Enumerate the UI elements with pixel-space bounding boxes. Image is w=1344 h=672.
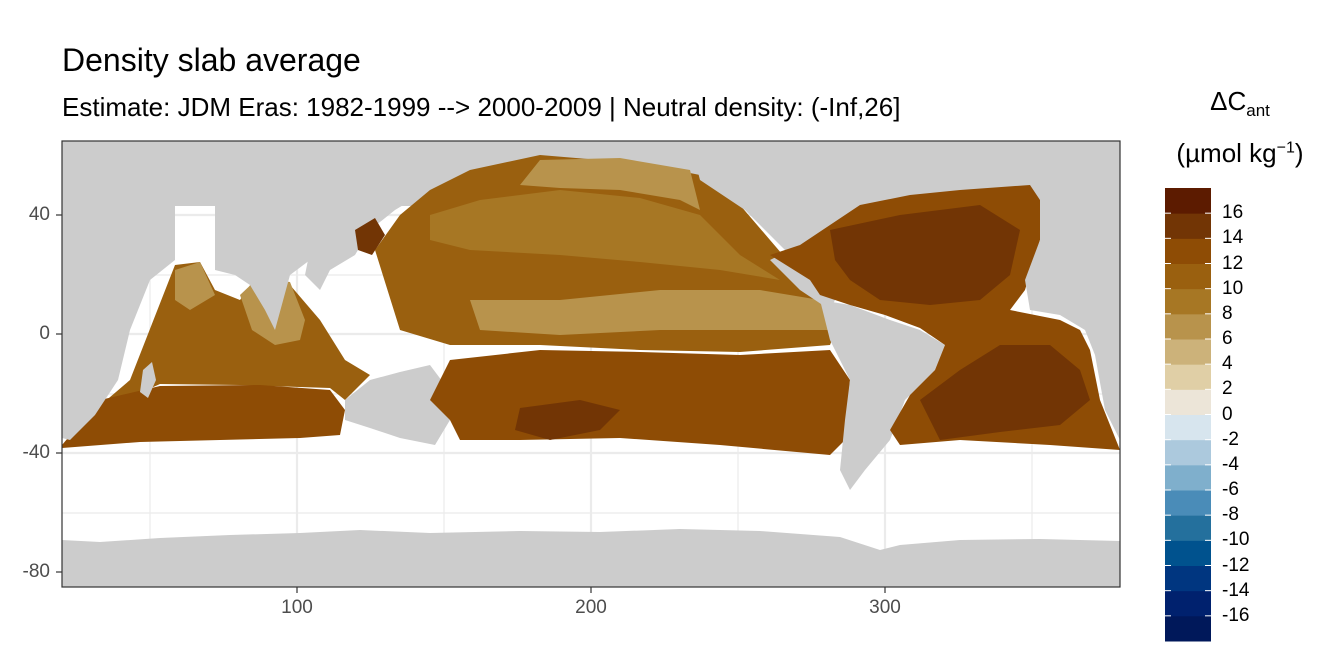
legend-color-bin (1165, 565, 1211, 592)
europe-africa-west (1025, 141, 1120, 440)
atlantic-south-core (920, 345, 1090, 440)
legend-color-bin (1165, 188, 1211, 214)
y-tick-label: -80 (22, 561, 50, 582)
indian-ocean-south (62, 385, 345, 448)
legend-tick-label: 14 (1222, 227, 1244, 249)
legend-color-bin (1165, 439, 1211, 466)
legend-tick-label: -4 (1222, 453, 1239, 475)
asia (305, 141, 440, 290)
legend-tick-label: 12 (1222, 252, 1244, 274)
legend-color-bin (1165, 213, 1211, 239)
north-america (690, 141, 1030, 310)
australia (345, 365, 450, 445)
legend-tick-label: 16 (1222, 202, 1244, 224)
legend-tick-label: -12 (1222, 554, 1250, 576)
south-america (820, 300, 945, 490)
indian-ocean-mid (175, 262, 215, 310)
legend-tick-label: 8 (1222, 302, 1233, 324)
legend-title: ΔCant (1210, 86, 1270, 121)
atlantic-north-core (830, 205, 1020, 305)
legend-colorbar (1165, 188, 1211, 642)
legend-color-bin (1165, 414, 1211, 441)
y-tick-label: 0 (39, 323, 50, 344)
pacific-equatorial (470, 290, 830, 335)
pacific-south (430, 350, 850, 455)
legend-tick-label: 0 (1222, 403, 1233, 425)
legend-color-bin (1165, 313, 1211, 340)
india (215, 141, 330, 330)
madagascar (140, 362, 156, 398)
legend-unit: (µmol kg−1) (1176, 138, 1304, 168)
legend-tick-label: 6 (1222, 328, 1233, 349)
legend-tick-label: -8 (1222, 504, 1239, 526)
legend-color-bin (1165, 515, 1211, 541)
chart-subtitle: Estimate: JDM Eras: 1982-1999 --> 2000-2… (62, 92, 901, 122)
kuroshio (355, 218, 385, 255)
legend-tick-label: -6 (1222, 479, 1239, 500)
x-tick-label: 200 (575, 597, 607, 618)
x-tick-label: 100 (281, 597, 313, 618)
legend-color-bin (1165, 339, 1211, 365)
legend-color-bin (1165, 615, 1211, 642)
y-tick-label: -40 (22, 442, 50, 463)
legend-color-bin (1165, 389, 1211, 415)
legend-color-bin (1165, 288, 1211, 315)
chart-title: Density slab average (62, 42, 361, 78)
legend-color-bin (1165, 490, 1211, 516)
legend-color-bin (1165, 263, 1211, 290)
legend-tick-label: 4 (1222, 353, 1233, 375)
pacific-north-subtropical (430, 190, 780, 280)
africa (62, 141, 175, 440)
legend-tick-label: -10 (1222, 529, 1250, 551)
legend-tick-label: -14 (1222, 579, 1250, 601)
pacific-south-core (515, 400, 620, 440)
antarctica (62, 529, 1120, 587)
legend-color-bin (1165, 540, 1211, 566)
x-tick-label: 300 (869, 597, 901, 618)
y-tick-label: 40 (28, 204, 50, 225)
legend-color-bin (1165, 364, 1211, 390)
legend-color-bin (1165, 238, 1211, 264)
axis-ticks (56, 214, 886, 593)
legend-tick-label: 10 (1222, 277, 1244, 299)
legend-tick-label: -2 (1222, 428, 1239, 450)
legend-tick-label: 2 (1222, 378, 1233, 400)
pacific-north-gyre (520, 158, 700, 210)
legend-color-bin (1165, 464, 1211, 491)
legend-tick-label: -16 (1222, 604, 1250, 626)
legend-color-bin (1165, 590, 1211, 617)
